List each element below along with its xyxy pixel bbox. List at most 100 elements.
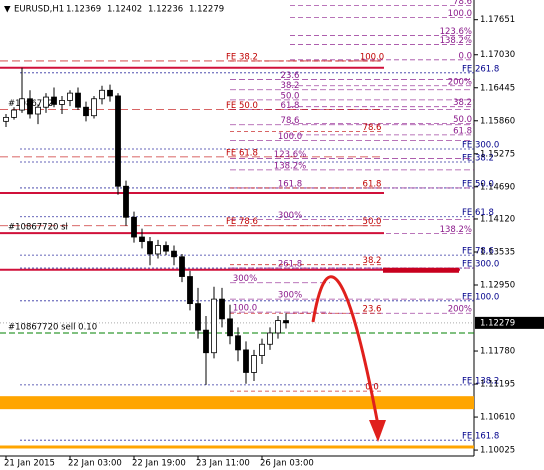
candle-body <box>131 216 137 238</box>
last-price-box <box>475 316 544 329</box>
y-tick-label: 1.16445 <box>480 83 515 93</box>
candle-body <box>59 100 65 105</box>
candle-body <box>275 320 281 334</box>
arrow-head <box>369 420 386 442</box>
candle-body <box>51 96 57 105</box>
y-tick-label: 1.13535 <box>480 247 515 257</box>
x-tick-label: 22 Jan 03:00 <box>68 459 122 469</box>
y-tick-label: 1.15275 <box>480 149 515 159</box>
y-tick-label: 1.11780 <box>480 347 515 357</box>
candle-body <box>67 92 73 101</box>
level-label: FE 61.8 <box>226 148 258 158</box>
candle-body <box>139 236 145 242</box>
level-label: 78.6 <box>281 116 300 126</box>
candles <box>3 67 289 385</box>
candle-body <box>43 96 49 108</box>
level-label: 61.8 <box>281 101 300 111</box>
candle-body <box>203 329 209 354</box>
order-label: #10867720 sell 0.10 <box>8 322 97 332</box>
level-label: 200% <box>448 305 472 315</box>
y-tick-label: 1.12950 <box>480 281 515 291</box>
level-label: FE 300.0 <box>462 260 499 270</box>
candle-body <box>267 332 273 345</box>
level-label: 100.0 <box>360 52 384 62</box>
level-label: 300% <box>233 274 257 284</box>
level-label: 38.2 <box>281 81 300 91</box>
candle-body <box>19 98 25 111</box>
x-tick-label: 26 Jan 03:00 <box>260 459 314 469</box>
candle-body <box>171 250 177 258</box>
level-label: 23.6 <box>363 305 382 315</box>
candle-body <box>91 98 97 117</box>
candle-body <box>243 349 249 373</box>
level-label: 123.6% <box>274 150 306 160</box>
candle-body <box>83 106 89 117</box>
level-label: FE 78.6 <box>226 217 258 227</box>
level-label: FE 261.8 <box>462 64 499 74</box>
y-tick-label: 1.11195 <box>480 380 515 390</box>
candle-body <box>219 298 225 320</box>
level-label: 300% <box>278 291 302 301</box>
x-tick-label: 21 Jan 2015 <box>4 459 55 469</box>
candle-body <box>187 276 193 305</box>
candle-body <box>283 320 289 324</box>
candle-body <box>251 355 257 373</box>
level-label: FE 50.0 <box>226 101 258 111</box>
candle-body <box>75 92 81 108</box>
candle-body <box>35 106 41 115</box>
candle-body <box>123 185 129 218</box>
candle-body <box>235 335 241 351</box>
y-tick-label: 1.10025 <box>480 446 515 456</box>
header-price: 1.12369 <box>66 5 101 15</box>
x-tick-label: 23 Jan 11:00 <box>196 459 250 469</box>
candle-body <box>211 298 217 354</box>
level-label: 78.6 <box>453 0 472 7</box>
level-label: 138.2% <box>440 225 472 235</box>
y-tick-label: 1.14690 <box>480 182 515 192</box>
candle-body <box>147 241 153 255</box>
level-label: 38.2 <box>363 256 382 266</box>
level-label: 138.2% <box>440 36 472 46</box>
candle-body <box>11 109 17 118</box>
target-zone <box>0 396 474 410</box>
level-label: 100.0 <box>448 9 472 19</box>
x-tick-label: 22 Jan 19:00 <box>132 459 186 469</box>
last-price-label: 1.12279 <box>480 318 515 328</box>
level-label: 23.6 <box>281 71 300 81</box>
level-label: 50.0 <box>281 91 300 101</box>
level-label: 50.0 <box>453 115 472 125</box>
candle-body <box>195 303 201 331</box>
level-label: 38.2 <box>453 98 472 108</box>
entry-zone <box>383 267 459 273</box>
y-tick-label: 1.15860 <box>480 116 515 126</box>
candle-body <box>155 245 161 255</box>
level-label: FE 50.0 <box>462 179 494 189</box>
level-label: 200% <box>448 77 472 87</box>
y-tick-label: 1.14120 <box>480 214 515 224</box>
candle-body <box>163 245 169 252</box>
candle-body <box>227 318 233 337</box>
level-label: FE 100.0 <box>462 292 499 302</box>
level-label: FE 138.2 <box>462 376 499 386</box>
level-label: FE 300.0 <box>462 140 499 150</box>
y-tick-label: 1.17030 <box>480 50 515 60</box>
level-label: FE 61.8 <box>462 208 494 218</box>
order-label: #10867720 sl <box>8 223 68 233</box>
symbol: EURUSD,H1 <box>14 5 64 15</box>
level-label: 100.0 <box>233 304 257 314</box>
forecast-arrow <box>311 275 380 426</box>
candle-body <box>27 98 33 115</box>
level-label: 100.0 <box>278 132 302 142</box>
level-label: FE 38.2 <box>226 52 258 62</box>
level-label: 61.8 <box>453 126 472 136</box>
level-label: 123.6% <box>440 27 472 37</box>
header-price: 1.12236 <box>148 5 183 15</box>
level-label: 138.2% <box>274 161 306 171</box>
candle-body <box>115 95 121 187</box>
candle-body <box>179 256 185 277</box>
y-tick-label: 1.17651 <box>480 15 515 25</box>
level-label: 161.8 <box>278 179 302 189</box>
level-label: 61.8 <box>363 179 382 189</box>
